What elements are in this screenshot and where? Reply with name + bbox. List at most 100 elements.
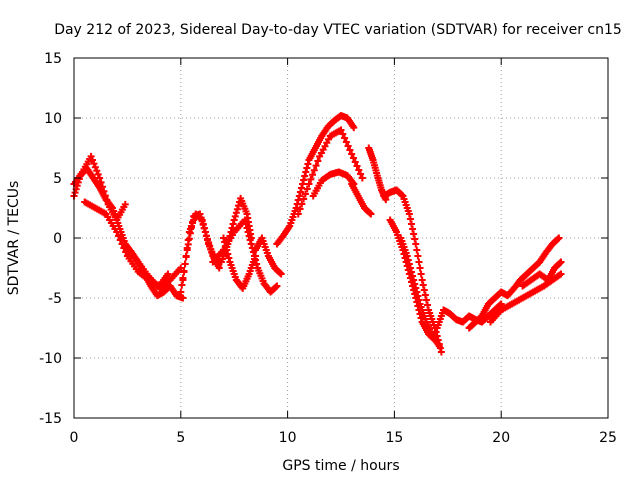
data-point: [184, 236, 192, 244]
data-point: [200, 224, 208, 232]
data-point: [411, 235, 419, 243]
data-point: [221, 238, 229, 246]
x-axis-label: GPS time / hours: [282, 458, 399, 474]
data-point: [416, 264, 424, 272]
data-point: [301, 172, 309, 180]
data-point: [337, 126, 345, 134]
data-point: [304, 160, 312, 168]
y-tick-label: 15: [44, 51, 62, 67]
series-group: [487, 270, 565, 326]
data-point: [115, 232, 122, 240]
data-point: [185, 235, 193, 243]
data-point: [231, 212, 239, 220]
data-point: [409, 272, 417, 280]
x-tick-label: 15: [385, 430, 403, 446]
data-point: [413, 246, 421, 254]
data-point: [300, 195, 308, 203]
data-point: [404, 256, 412, 264]
data-point: [358, 174, 366, 182]
series-group: [220, 234, 260, 292]
data-layer: [70, 112, 565, 356]
data-point: [233, 205, 241, 213]
data-point: [245, 232, 253, 240]
data-point: [405, 260, 413, 268]
data-point: [344, 142, 352, 150]
data-point: [182, 252, 190, 260]
data-point: [113, 228, 121, 236]
data-point: [437, 348, 445, 356]
data-point: [178, 281, 186, 289]
data-point: [412, 284, 420, 292]
data-point: [100, 187, 108, 195]
data-point: [410, 230, 418, 238]
data-point: [435, 342, 443, 350]
data-point: [180, 268, 188, 276]
data-point: [417, 270, 425, 278]
y-tick-label: -5: [48, 291, 62, 307]
data-point: [181, 260, 189, 268]
y-tick-label: 10: [44, 111, 62, 127]
series-group: [273, 112, 358, 248]
data-point: [230, 216, 238, 224]
data-point: [183, 244, 191, 252]
data-point: [418, 276, 426, 284]
data-point: [407, 268, 415, 276]
data-point: [224, 250, 232, 258]
data-point: [296, 188, 304, 196]
data-point: [415, 258, 423, 266]
x-tick-label: 5: [176, 430, 185, 446]
data-point: [406, 264, 414, 272]
data-point: [403, 252, 411, 260]
data-point: [222, 242, 230, 250]
data-point: [247, 240, 255, 248]
data-point: [244, 228, 252, 236]
data-point: [351, 158, 359, 166]
data-point: [273, 282, 281, 290]
data-point: [201, 228, 209, 236]
y-tick-label: 0: [53, 231, 62, 247]
data-point: [89, 156, 97, 164]
series-group: [380, 186, 445, 356]
data-point: [557, 258, 565, 266]
data-point: [116, 236, 124, 244]
y-tick-label: -15: [39, 411, 62, 427]
series-group: [465, 234, 563, 332]
data-point: [252, 252, 260, 260]
data-point: [367, 210, 375, 218]
data-point: [103, 196, 111, 204]
y-tick-label: 5: [53, 171, 62, 187]
data-point: [353, 162, 361, 170]
data-point: [204, 236, 211, 244]
data-point: [497, 300, 505, 308]
data-point: [71, 189, 79, 197]
data-point: [300, 176, 308, 184]
data-point: [303, 164, 311, 172]
x-tick-label: 0: [70, 430, 79, 446]
y-tick-label: -10: [39, 351, 62, 367]
data-point: [421, 291, 429, 299]
data-point: [305, 180, 313, 188]
data-point: [310, 166, 318, 174]
data-point: [243, 224, 251, 232]
data-point: [98, 183, 106, 191]
data-point: [298, 200, 306, 208]
data-point: [413, 288, 421, 296]
data-point: [225, 254, 233, 262]
data-point: [301, 190, 309, 198]
data-point: [307, 175, 315, 183]
data-point: [412, 240, 420, 248]
data-point: [342, 138, 350, 146]
data-point: [179, 276, 187, 284]
tick-labels-layer: 0 5 10 15 20 25 15 10 5 0 -5 -10 -15: [39, 51, 617, 446]
x-tick-label: 20: [492, 430, 510, 446]
series-group: [397, 234, 443, 350]
data-point: [405, 210, 413, 218]
data-point: [242, 220, 250, 228]
data-point: [97, 178, 105, 186]
series-group: [519, 258, 565, 290]
data-point: [348, 150, 356, 158]
data-point: [357, 170, 365, 178]
data-point: [309, 171, 317, 179]
